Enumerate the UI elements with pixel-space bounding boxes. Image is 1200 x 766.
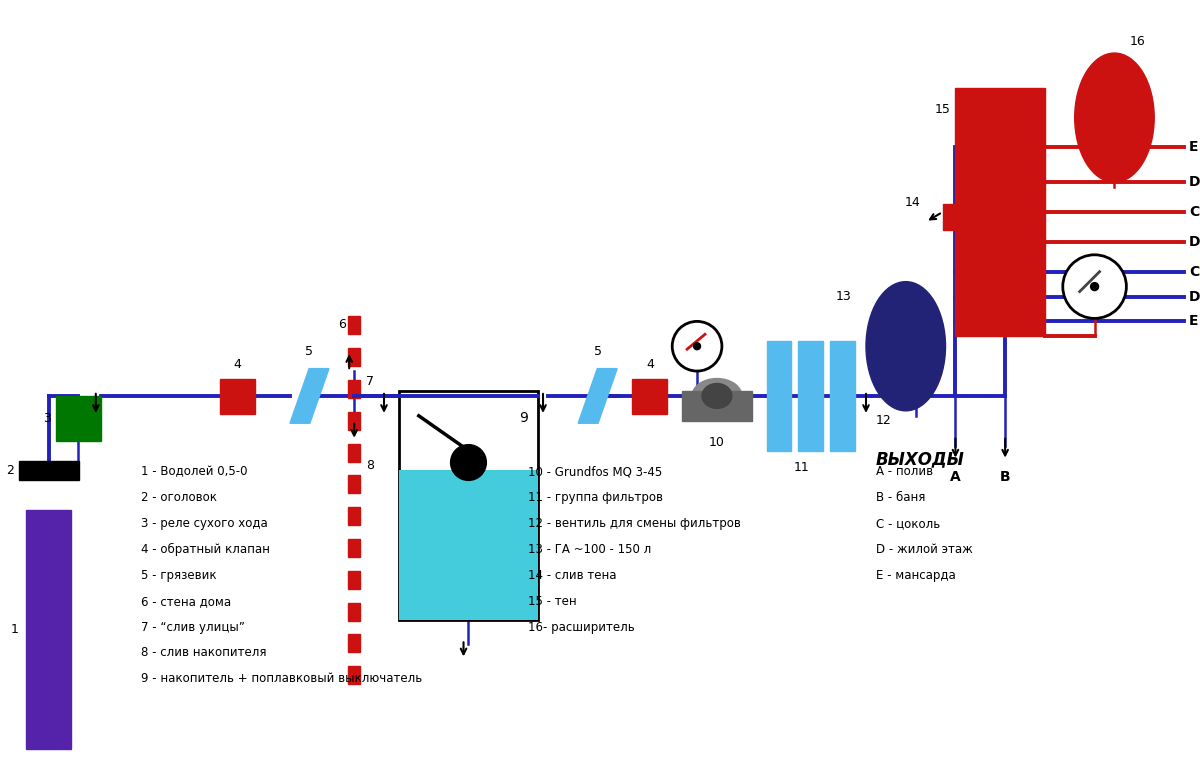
Bar (19, 460, 79, 480)
Text: A: A (950, 470, 961, 484)
Text: 5: 5 (594, 345, 601, 358)
Text: 6 - стена дома: 6 - стена дома (140, 594, 230, 607)
Bar (942, 204, 968, 230)
Text: 1 - Водолей 0,5-0: 1 - Водолей 0,5-0 (140, 466, 247, 479)
Text: 8: 8 (366, 459, 374, 472)
Text: 4: 4 (646, 358, 654, 371)
Text: 1: 1 (11, 623, 18, 636)
Bar (398, 470, 538, 620)
Text: 2: 2 (6, 464, 14, 477)
Text: 7 - “слив улицы”: 7 - “слив улицы” (140, 620, 245, 633)
Text: 9 - накопитель + поплавковый выключатель: 9 - накопитель + поплавковый выключатель (140, 673, 421, 686)
Bar (767, 342, 792, 450)
Ellipse shape (866, 282, 946, 411)
Text: 14 - слив тена: 14 - слив тена (528, 569, 617, 582)
Bar (56, 396, 101, 440)
Bar (348, 476, 360, 493)
Bar (348, 507, 360, 525)
Text: 15 - тен: 15 - тен (528, 594, 577, 607)
Ellipse shape (692, 378, 742, 414)
Text: 6: 6 (338, 319, 347, 332)
Text: 12: 12 (876, 414, 892, 427)
Text: E - мансарда: E - мансарда (876, 569, 955, 582)
Text: ВЫХОДЫ: ВЫХОДЫ (876, 450, 965, 469)
Text: C: C (1189, 265, 1199, 279)
Text: 13 - ГА ~100 - 150 л: 13 - ГА ~100 - 150 л (528, 543, 652, 556)
Circle shape (694, 342, 701, 350)
Text: D: D (1189, 235, 1200, 249)
Text: E: E (1189, 140, 1199, 155)
Bar (398, 391, 538, 620)
Bar (348, 666, 360, 684)
Text: 8 - слив накопителя: 8 - слив накопителя (140, 647, 266, 660)
Text: 5: 5 (306, 345, 313, 358)
Bar (955, 88, 1045, 336)
Text: А - полив: А - полив (876, 466, 934, 479)
Polygon shape (290, 368, 329, 424)
Text: B: B (1000, 470, 1010, 484)
Bar (348, 412, 360, 430)
Bar (348, 316, 360, 334)
Bar (348, 634, 360, 653)
Bar (682, 391, 751, 421)
Text: 13: 13 (835, 290, 851, 303)
Circle shape (1063, 255, 1127, 319)
Bar (798, 342, 823, 450)
Bar (348, 444, 360, 461)
Text: С - цоколь: С - цоколь (876, 517, 940, 530)
Bar (348, 571, 360, 589)
Bar (632, 379, 667, 414)
Text: 5 - грязевик: 5 - грязевик (140, 569, 216, 582)
Text: 16: 16 (1129, 35, 1145, 48)
Text: 11: 11 (793, 460, 809, 473)
Text: 10 - Grundfos MQ 3-45: 10 - Grundfos MQ 3-45 (528, 466, 662, 479)
Text: 10: 10 (709, 436, 725, 449)
Text: 3: 3 (43, 412, 52, 425)
Ellipse shape (702, 384, 732, 408)
Text: 2 - оголовок: 2 - оголовок (140, 491, 216, 504)
Circle shape (450, 444, 486, 480)
Bar (348, 380, 360, 398)
Bar (348, 539, 360, 557)
Text: 15: 15 (935, 103, 950, 116)
Ellipse shape (1075, 53, 1154, 182)
Text: C: C (1189, 205, 1199, 219)
Text: 11 - группа фильтров: 11 - группа фильтров (528, 491, 664, 504)
Text: 4 - обратный клапан: 4 - обратный клапан (140, 543, 269, 556)
Text: 9: 9 (520, 411, 528, 425)
Text: 14: 14 (905, 195, 920, 208)
Bar (26, 510, 71, 748)
Bar (348, 603, 360, 620)
Text: В - баня: В - баня (876, 491, 925, 504)
Text: 16- расширитель: 16- расширитель (528, 620, 635, 633)
Text: 7: 7 (366, 375, 374, 388)
Polygon shape (578, 368, 617, 424)
Text: D: D (1189, 175, 1200, 189)
Bar (220, 379, 254, 414)
Text: 3 - реле сухого хода: 3 - реле сухого хода (140, 517, 268, 530)
Circle shape (1091, 283, 1098, 290)
Text: D: D (1189, 290, 1200, 303)
Text: 4: 4 (234, 358, 241, 371)
Bar (830, 342, 856, 450)
Text: E: E (1189, 314, 1199, 329)
Bar (348, 349, 360, 366)
Text: D - жилой этаж: D - жилой этаж (876, 543, 973, 556)
Circle shape (672, 322, 722, 371)
Text: 12 - вентиль для смены фильтров: 12 - вентиль для смены фильтров (528, 517, 740, 530)
